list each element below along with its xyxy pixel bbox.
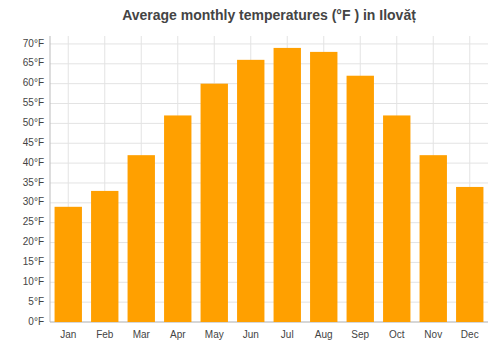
bar — [91, 191, 118, 322]
x-tick-label: May — [205, 329, 224, 340]
y-grid-line — [50, 63, 488, 64]
bar — [456, 187, 483, 322]
x-tick-label: Feb — [96, 329, 114, 340]
y-tick-label: 10°F — [23, 276, 44, 287]
grid — [50, 36, 488, 322]
y-grid-line — [50, 103, 488, 104]
y-grid-line — [50, 123, 488, 124]
chart-title: Average monthly temperatures (°F ) in Il… — [122, 7, 416, 23]
bar — [55, 207, 82, 322]
x-tick-label: Mar — [133, 329, 151, 340]
bar — [420, 155, 447, 322]
y-tick-label: 45°F — [23, 137, 44, 148]
x-tick-label: Apr — [170, 329, 186, 340]
y-tick-label: 20°F — [23, 236, 44, 247]
x-tick-label: Nov — [424, 329, 442, 340]
y-grid-line — [50, 83, 488, 84]
y-grid-line — [50, 43, 488, 44]
bar — [164, 115, 191, 322]
bar — [128, 155, 155, 322]
y-tick-label: 65°F — [23, 57, 44, 68]
bar — [237, 60, 264, 322]
y-grid-line — [50, 143, 488, 144]
chart-svg: 0°F 5°F 10°F 15°F 20°F 25°F 30°F 35°F 40°F 45°F 50… — [0, 0, 500, 350]
bar — [201, 84, 228, 322]
y-tick-label: 70°F — [23, 38, 44, 49]
x-tick-label: Sep — [351, 329, 369, 340]
x-tick-label: Aug — [315, 329, 333, 340]
y-tick-label: 50°F — [23, 117, 44, 128]
y-tick-label: 5°F — [28, 296, 44, 307]
y-tick-label: 35°F — [23, 177, 44, 188]
x-tick-label: Oct — [389, 329, 405, 340]
x-tick-label: Jul — [281, 329, 294, 340]
y-tick-label: 15°F — [23, 256, 44, 267]
y-tick-label: 25°F — [23, 216, 44, 227]
x-tick-label: Dec — [461, 329, 479, 340]
y-axis-line — [50, 36, 51, 322]
y-tick-label: 0°F — [28, 316, 44, 327]
bar — [383, 115, 410, 322]
chart-container: 0°F 5°F 10°F 15°F 20°F 25°F 30°F 35°F 40°F 45°F 50… — [0, 0, 500, 350]
y-tick-label: 55°F — [23, 97, 44, 108]
y-tick-label: 60°F — [23, 77, 44, 88]
x-tick-label: Jan — [60, 329, 76, 340]
bar — [347, 76, 374, 322]
bar — [310, 52, 337, 322]
bar — [274, 48, 301, 322]
y-tick-label: 30°F — [23, 196, 44, 207]
x-tick-label: Jun — [243, 329, 259, 340]
bars — [55, 48, 484, 322]
axes: 0°F 5°F 10°F 15°F 20°F 25°F 30°F 35°F 40°F 45°F 50… — [23, 36, 488, 340]
y-tick-label: 40°F — [23, 157, 44, 168]
